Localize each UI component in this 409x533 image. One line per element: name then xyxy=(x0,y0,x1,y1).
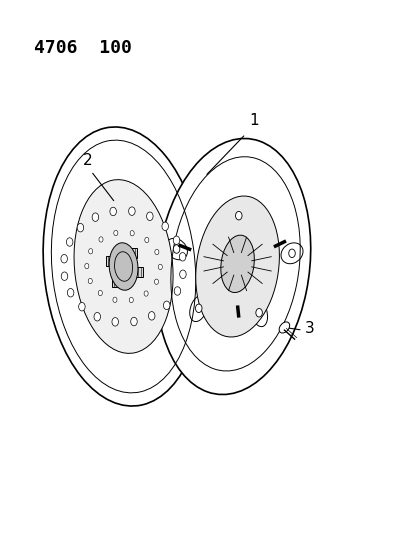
Text: 1: 1 xyxy=(249,112,259,127)
Circle shape xyxy=(130,231,134,236)
Circle shape xyxy=(288,249,294,257)
Circle shape xyxy=(92,213,99,221)
Ellipse shape xyxy=(74,180,173,353)
Circle shape xyxy=(79,302,85,311)
Circle shape xyxy=(114,230,117,236)
Circle shape xyxy=(154,279,158,285)
Circle shape xyxy=(129,297,133,303)
Circle shape xyxy=(235,212,241,220)
Circle shape xyxy=(128,207,135,215)
Circle shape xyxy=(88,248,92,254)
Circle shape xyxy=(146,212,153,221)
Ellipse shape xyxy=(279,322,289,333)
Circle shape xyxy=(173,245,180,253)
FancyBboxPatch shape xyxy=(106,256,120,266)
Circle shape xyxy=(173,236,179,245)
Circle shape xyxy=(66,238,73,246)
Circle shape xyxy=(88,278,92,284)
Circle shape xyxy=(255,309,262,317)
Circle shape xyxy=(67,288,74,297)
Circle shape xyxy=(155,249,159,255)
Circle shape xyxy=(99,237,103,242)
Circle shape xyxy=(179,270,186,279)
Circle shape xyxy=(179,253,185,261)
Circle shape xyxy=(85,263,89,269)
Ellipse shape xyxy=(250,299,267,327)
Circle shape xyxy=(77,223,83,232)
Text: 4706  100: 4706 100 xyxy=(34,38,132,56)
Ellipse shape xyxy=(220,235,254,293)
Circle shape xyxy=(158,264,162,270)
FancyBboxPatch shape xyxy=(122,248,137,258)
Ellipse shape xyxy=(165,238,187,260)
Circle shape xyxy=(148,312,155,320)
Circle shape xyxy=(61,254,67,263)
Ellipse shape xyxy=(189,295,207,321)
Circle shape xyxy=(112,297,117,302)
Ellipse shape xyxy=(195,196,279,337)
Text: 3: 3 xyxy=(304,321,314,336)
Circle shape xyxy=(130,317,137,326)
FancyBboxPatch shape xyxy=(112,278,126,287)
Circle shape xyxy=(163,301,170,310)
Circle shape xyxy=(94,312,100,321)
Circle shape xyxy=(61,272,67,280)
Circle shape xyxy=(144,291,148,296)
FancyBboxPatch shape xyxy=(128,267,143,277)
Circle shape xyxy=(195,304,202,312)
Ellipse shape xyxy=(280,243,302,264)
Ellipse shape xyxy=(230,201,246,230)
Ellipse shape xyxy=(43,127,203,406)
Circle shape xyxy=(174,287,180,295)
Circle shape xyxy=(98,290,102,296)
Circle shape xyxy=(144,237,148,243)
Ellipse shape xyxy=(109,243,137,290)
Circle shape xyxy=(162,222,168,231)
Text: 2: 2 xyxy=(83,154,92,168)
Ellipse shape xyxy=(156,139,310,394)
Circle shape xyxy=(110,207,116,216)
Circle shape xyxy=(112,318,118,326)
